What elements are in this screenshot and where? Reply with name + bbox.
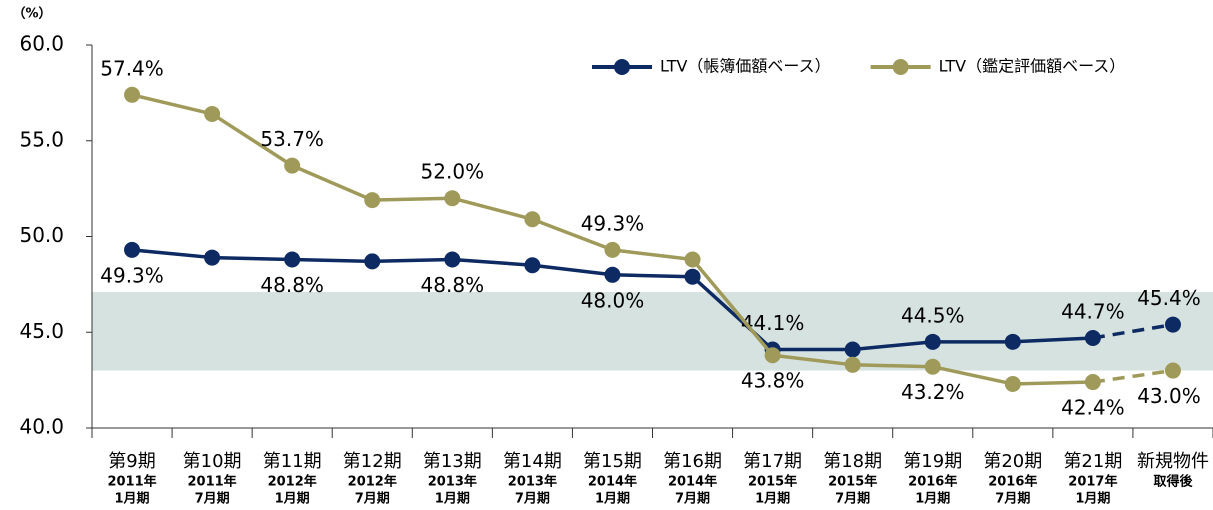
x-tick-label: 2015年	[748, 474, 797, 490]
x-tick-label: 第20期	[983, 451, 1042, 472]
x-tick-label: 第9期	[108, 451, 155, 472]
x-tick-label: 2011年	[188, 474, 237, 490]
point	[604, 266, 621, 283]
x-tick-label: 2013年	[428, 474, 477, 490]
point	[124, 241, 141, 258]
point	[284, 157, 301, 174]
point	[1004, 375, 1021, 392]
data-label: 49.3%	[100, 263, 164, 287]
x-tick-label: 1月期	[595, 492, 630, 507]
x-tick-label: 第11期	[263, 451, 322, 472]
point	[1164, 316, 1181, 333]
x-tick-label: 7月期	[515, 492, 550, 507]
point	[844, 341, 861, 358]
x-tick-label: 第17期	[743, 451, 802, 472]
x-tick-label: 2016年	[908, 474, 957, 490]
x-tick-label: 2015年	[828, 474, 877, 490]
x-tick-label: 第19期	[903, 451, 962, 472]
x-tick-label: 第14期	[503, 451, 562, 472]
data-label: 43.2%	[901, 380, 965, 404]
legend-label: LTV（帳簿価額ベース）	[660, 57, 831, 76]
y-tick-label: 60.0	[19, 32, 64, 56]
x-tick-label: 取得後	[1153, 474, 1193, 490]
legend-label: LTV（鑑定評価額ベース）	[939, 57, 1126, 76]
line-dashed	[1092, 368, 1174, 384]
data-label: 57.4%	[100, 56, 164, 80]
data-label: 43.8%	[741, 369, 805, 393]
point	[204, 105, 221, 122]
x-tick-label: 2012年	[348, 474, 397, 490]
x-tick-label: 2017年	[1068, 474, 1117, 490]
data-label: 45.4%	[1137, 286, 1201, 310]
data-label: 48.8%	[260, 273, 324, 297]
point	[1084, 329, 1101, 346]
data-label: 44.1%	[741, 311, 805, 335]
x-tick-label: 7月期	[995, 492, 1030, 507]
point	[284, 251, 301, 268]
data-label: 43.0%	[1137, 384, 1201, 408]
point	[924, 333, 941, 350]
y-tick-label: 55.0	[19, 127, 64, 151]
line-dashed	[1092, 322, 1174, 340]
data-label: 49.3%	[581, 211, 645, 235]
legend-marker	[614, 59, 630, 75]
x-tick-label: 1月期	[1075, 492, 1110, 507]
point	[364, 253, 381, 270]
point	[764, 347, 781, 364]
x-tick-label: 第13期	[423, 451, 482, 472]
point	[444, 190, 461, 207]
x-tick-label: 第18期	[823, 451, 882, 472]
x-tick-label: 7月期	[675, 492, 710, 507]
x-tick-label: 7月期	[355, 492, 390, 507]
x-tick-label: 1月期	[115, 492, 150, 507]
data-label: 44.7%	[1061, 299, 1125, 323]
point	[684, 268, 701, 285]
point	[444, 251, 461, 268]
data-label: 53.7%	[260, 127, 324, 151]
point	[1164, 362, 1181, 379]
point	[684, 251, 701, 268]
data-label: 48.0%	[581, 288, 645, 312]
x-tick-label: 7月期	[835, 492, 870, 507]
point	[524, 257, 541, 274]
x-tick-label: 2014年	[668, 474, 717, 490]
x-tick-label: 2011年	[107, 474, 156, 490]
point	[204, 249, 221, 266]
x-tick-label: 第10期	[183, 451, 242, 472]
data-label: 52.0%	[421, 160, 485, 184]
x-tick-label: 1月期	[275, 492, 310, 507]
y-tick-label: 40.0	[19, 415, 64, 439]
point	[604, 241, 621, 258]
y-tick-label: 45.0	[19, 319, 64, 343]
x-tick-label: 新規物件	[1137, 451, 1209, 472]
point	[924, 358, 941, 375]
x-tick-label: 第16期	[663, 451, 722, 472]
shaded-range	[92, 292, 1213, 371]
y-tick-label: 50.0	[19, 223, 64, 247]
point	[1004, 333, 1021, 350]
point	[524, 211, 541, 228]
x-tick-label: 2013年	[508, 474, 557, 490]
point	[844, 356, 861, 373]
data-label: 44.5%	[901, 303, 965, 327]
y-unit-label: （%）	[12, 6, 51, 22]
point	[364, 192, 381, 209]
point	[1084, 374, 1101, 391]
legend-marker	[892, 59, 909, 75]
x-tick-label: 第15期	[583, 451, 642, 472]
x-tick-label: 2014年	[588, 474, 637, 490]
data-label: 42.4%	[1061, 396, 1125, 420]
point	[124, 86, 141, 103]
x-tick-label: 2012年	[268, 474, 317, 490]
data-label: 48.8%	[421, 273, 485, 297]
x-tick-label: 1月期	[435, 492, 470, 507]
x-tick-label: 第21期	[1063, 451, 1122, 472]
x-tick-label: 1月期	[915, 492, 950, 507]
x-tick-label: 第12期	[343, 451, 402, 472]
x-tick-label: 2016年	[988, 474, 1037, 490]
x-tick-label: 7月期	[195, 492, 230, 507]
x-tick-label: 1月期	[755, 492, 790, 507]
